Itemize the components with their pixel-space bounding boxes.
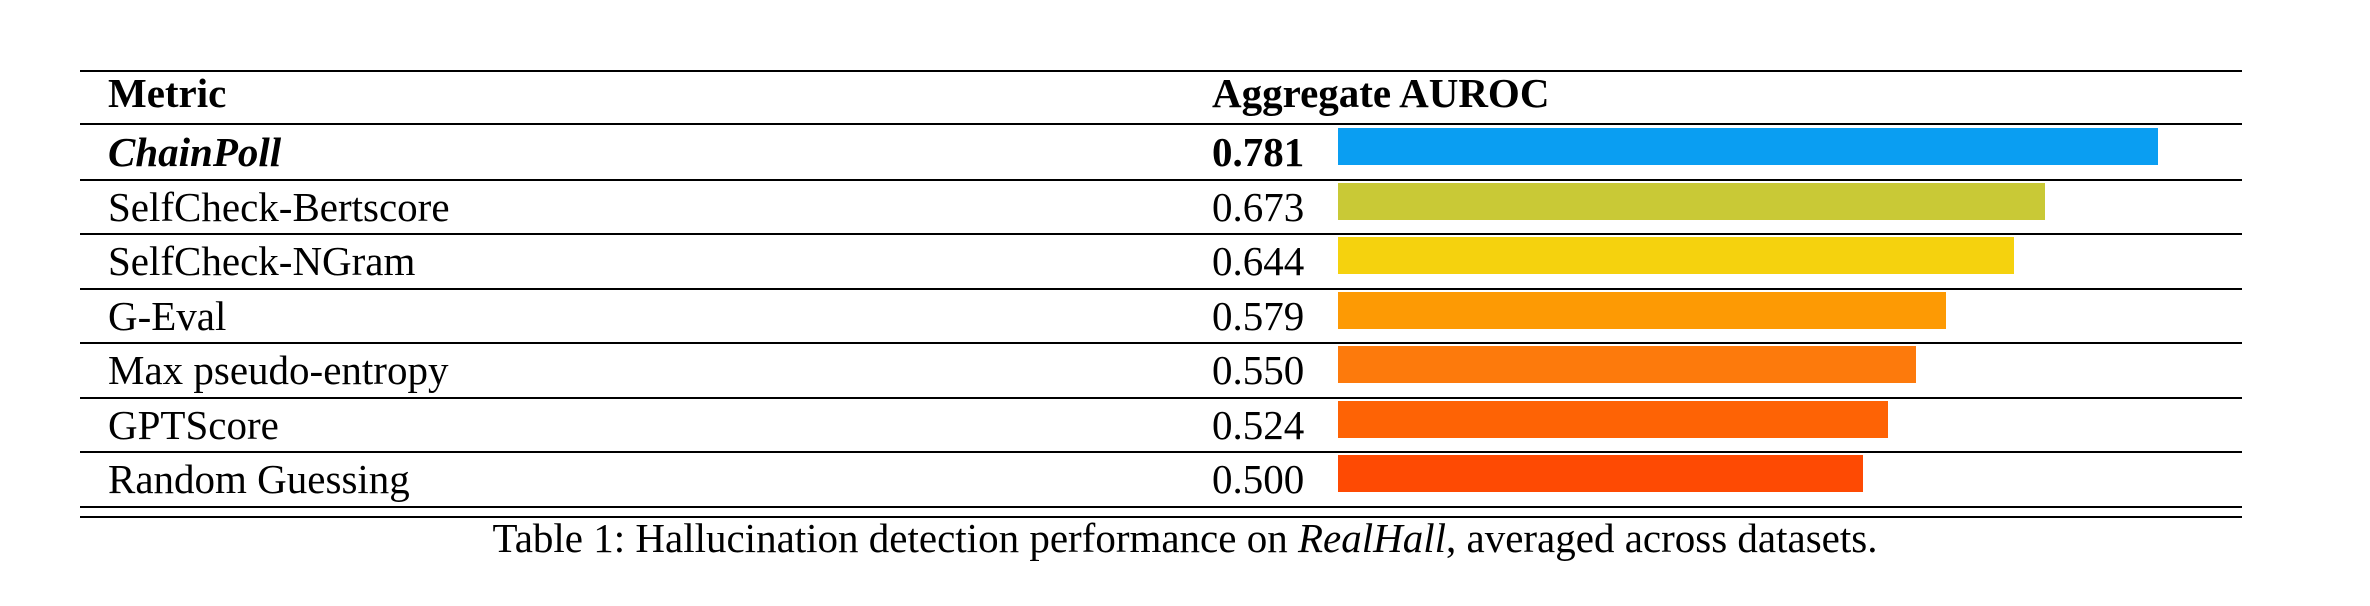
- table-row-bar: [1338, 400, 1888, 438]
- row-rule: [80, 451, 2242, 453]
- table-row-metric: Random Guessing: [108, 456, 410, 502]
- header-aggregate-auroc: Aggregate AUROC: [1212, 70, 1550, 116]
- row-rule: [80, 342, 2242, 344]
- table-caption: Table 1: Hallucination detection perform…: [0, 518, 2370, 559]
- top-rule: [80, 70, 2242, 72]
- table-row-auroc: 0.500: [1212, 456, 1305, 502]
- table-row-auroc: 0.550: [1212, 347, 1305, 393]
- table-row-bar: [1338, 455, 1863, 492]
- table-row-metric: Max pseudo-entropy: [108, 347, 449, 393]
- table-row-metric: SelfCheck-Bertscore: [108, 183, 450, 230]
- row-rule: [80, 397, 2242, 399]
- table-row-auroc: 0.579: [1212, 292, 1305, 339]
- table-row-metric: GPTScore: [108, 401, 279, 448]
- table-row-bar: [1338, 128, 2158, 165]
- row-rule: [80, 233, 2242, 235]
- table-row-auroc: 0.673: [1212, 183, 1305, 230]
- row-rule: [80, 288, 2242, 290]
- caption-suffix: , averaged across datasets.: [1446, 515, 1878, 561]
- table-row-metric: G-Eval: [108, 292, 227, 339]
- caption-prefix: Table 1: Hallucination detection perform…: [492, 515, 1298, 561]
- table-row-bar: [1338, 237, 2014, 274]
- table-row-bar: [1338, 291, 1946, 329]
- table-row-metric: SelfCheck-NGram: [108, 238, 416, 284]
- table-row-auroc: 0.524: [1212, 401, 1305, 448]
- table-row-auroc: 0.644: [1212, 238, 1305, 284]
- bottom-rule-1: [80, 506, 2242, 508]
- table-row-bar: [1338, 346, 1916, 383]
- table-row-metric: ChainPoll: [108, 129, 282, 175]
- table-row-bar: [1338, 182, 2045, 220]
- table-row-auroc: 0.781: [1212, 129, 1305, 175]
- bottom-rule-2: [80, 516, 2242, 518]
- header-rule: [80, 123, 2242, 125]
- caption-dataset-name: RealHall: [1297, 515, 1446, 561]
- row-rule: [80, 179, 2242, 181]
- header-metric: Metric: [108, 70, 227, 116]
